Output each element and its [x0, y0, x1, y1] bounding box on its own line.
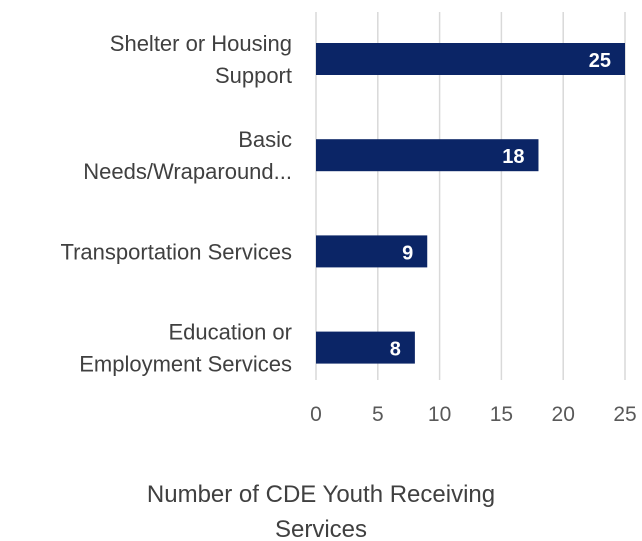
bar — [316, 43, 625, 75]
x-tick-label: 15 — [490, 403, 513, 426]
category-labels: Shelter or Housing Support Basic Needs/Wrap… — [60, 31, 292, 377]
bar — [316, 331, 415, 364]
category-label: Transportation Services — [60, 239, 292, 264]
x-tick-label: 5 — [372, 403, 384, 426]
category-label: Basic — [238, 127, 292, 152]
x-tick-label: 25 — [613, 403, 636, 426]
x-tick-label: 10 — [428, 403, 451, 426]
category-label: Education or — [168, 320, 292, 345]
data-label: 8 — [390, 339, 401, 361]
data-label: 18 — [502, 146, 524, 168]
x-tick-label: 0 — [310, 403, 322, 426]
x-axis-title-line-2: Services — [275, 516, 367, 541]
category-label: Needs/Wraparound... — [83, 159, 292, 184]
category-label: Support — [215, 63, 292, 88]
bar — [316, 235, 428, 268]
bars: 25 18 9 8 — [316, 43, 625, 364]
x-tick-labels: 0 5 10 15 20 25 — [310, 403, 637, 426]
data-label: 25 — [589, 50, 611, 72]
x-axis-title-line-1: Number of CDE Youth Receiving — [147, 481, 495, 508]
category-label: Employment Services — [79, 352, 292, 377]
bar — [316, 139, 539, 172]
category-label: Shelter or Housing — [110, 31, 292, 56]
data-label: 9 — [402, 242, 413, 264]
x-tick-label: 20 — [552, 403, 575, 426]
